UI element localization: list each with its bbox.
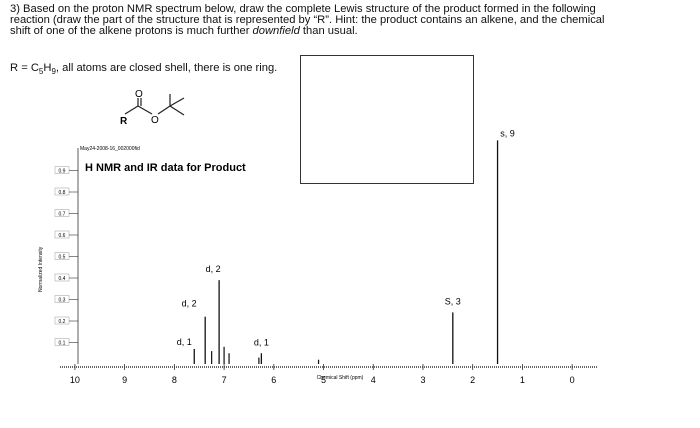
peak-label: S, 3 [445, 296, 461, 306]
answer-box [300, 55, 474, 184]
y-tick-box [54, 187, 70, 196]
subscript: 5 [38, 67, 44, 77]
x-tick-label: 9 [122, 375, 127, 385]
y-tick-label: 0.1 [59, 341, 66, 347]
x-tick-label: 1 [520, 375, 525, 385]
y-axis-label: Normalized Intensity [38, 246, 44, 292]
question-line: reaction (draw the part of the structure… [10, 14, 605, 26]
y-tick-label: 0.9 [59, 169, 66, 175]
text: R = C [10, 62, 39, 74]
x-axis-label: Chemical Shift (ppm) [317, 375, 364, 381]
file-label: May24-2008-16_002000fid [80, 146, 140, 152]
x-tick-label: 6 [271, 375, 276, 385]
y-tick-label: 0.3 [59, 298, 66, 304]
x-tick-label: 8 [172, 375, 177, 385]
x-tick-label: 3 [420, 375, 425, 385]
y-tick-box [54, 273, 70, 282]
x-tick-label: 10 [70, 375, 80, 385]
y-tick-box [54, 230, 70, 239]
peak-label: d, 1 [254, 337, 269, 347]
x-tick-label: 5 [321, 375, 326, 385]
r-label: R [120, 116, 128, 127]
subscript: 9 [51, 67, 56, 77]
text: , all atoms are closed shell, there is o… [55, 62, 278, 74]
text: than usual. [299, 25, 358, 37]
peak-label: s, 9 [500, 128, 515, 138]
y-tick-label: 0.5 [59, 255, 66, 261]
peak-label: d, 1 [177, 337, 192, 347]
y-tick-box [54, 166, 70, 174]
y-tick-box [54, 209, 70, 217]
text: H [43, 62, 52, 74]
question-line: shift of one of the alkene protons is mu… [10, 25, 358, 37]
y-tick-box [54, 252, 70, 260]
y-tick-box [54, 338, 70, 346]
y-tick-label: 0.2 [59, 319, 66, 325]
atom-label: O [151, 115, 159, 126]
y-tick-label: 0.7 [59, 212, 66, 218]
structure [124, 94, 185, 116]
question-line: 3) Based on the proton NMR spectrum belo… [10, 3, 596, 15]
x-tick-label: 2 [470, 375, 475, 385]
y-tick-label: 0.6 [59, 233, 66, 239]
x-tick-label: 7 [222, 375, 227, 385]
x-tick-label: 4 [371, 375, 376, 385]
atom-label: O [135, 89, 143, 100]
text: shift of one of the alkene protons is mu… [10, 25, 253, 37]
peak-label: d, 2 [206, 264, 221, 274]
y-tick-box [54, 295, 70, 303]
x-tick-label: 0 [570, 375, 575, 385]
r-definition: R = C5H9, all atoms are closed shell, th… [10, 62, 277, 78]
emphasis: downfield [252, 25, 300, 37]
y-tick-label: 0.8 [59, 190, 66, 196]
peak-label: d, 2 [182, 299, 197, 309]
y-tick-box [54, 316, 70, 325]
y-tick-label: 0.4 [59, 276, 66, 282]
chart-title: H NMR and IR data for Product [85, 162, 246, 174]
